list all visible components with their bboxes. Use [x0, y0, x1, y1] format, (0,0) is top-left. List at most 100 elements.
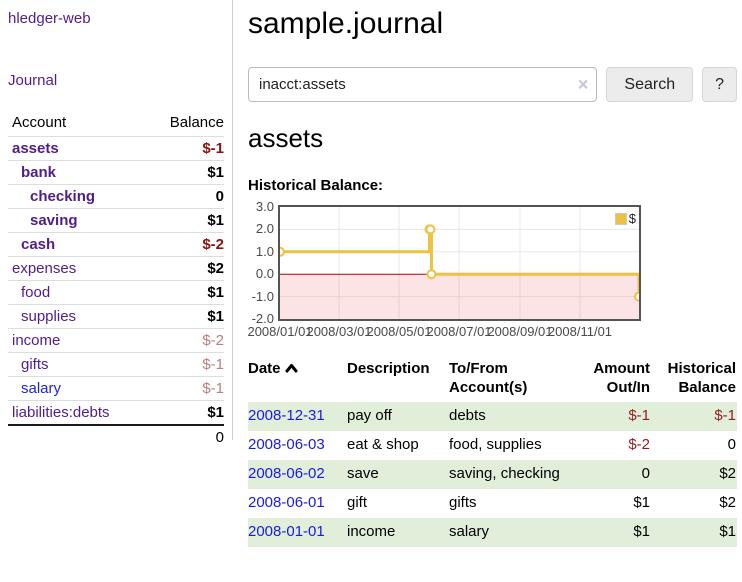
account-row: expenses $2	[8, 256, 224, 281]
sidebar-item-journal[interactable]: Journal	[8, 72, 58, 89]
transaction-balance: 0	[727, 436, 736, 453]
clear-search-icon[interactable]: ×	[577, 74, 589, 95]
transaction-date-link[interactable]: 2008-06-03	[248, 436, 325, 453]
account-link[interactable]: bank	[21, 164, 57, 181]
x-axis-tick-label: 2008/01/01	[247, 324, 313, 339]
accounts-header-row: Account Balance	[8, 110, 224, 137]
account-balance: $1	[158, 160, 224, 185]
account-link[interactable]: cash	[21, 236, 56, 253]
transaction-date-link[interactable]: 2008-06-02	[248, 465, 325, 482]
account-link[interactable]: checking	[30, 188, 96, 205]
account-link[interactable]: saving	[30, 212, 78, 229]
register-table: Date Description To/From Account(s) Amou…	[248, 357, 737, 547]
account-row: checking 0	[8, 184, 224, 209]
transaction-date-link[interactable]: 2008-12-31	[248, 407, 325, 424]
account-balance: $1	[158, 304, 224, 329]
register-row: 2008-06-03 eat & shop food, supplies $-2…	[248, 431, 737, 460]
account-row: saving $1	[8, 208, 224, 233]
transaction-amount: 0	[567, 460, 651, 489]
chart-canvas	[280, 207, 639, 319]
account-balance: $2	[158, 256, 224, 281]
register-row: 2008-12-31 pay off debts $-1 $-1	[248, 402, 737, 431]
accounts-header-account: Account	[12, 114, 67, 131]
register-header-amount: Amount Out/In	[593, 360, 650, 396]
transaction-description: save	[347, 460, 449, 489]
transaction-date-link[interactable]: 2008-01-01	[248, 523, 325, 540]
search-button[interactable]: Search	[606, 67, 694, 102]
accounts-table: Account Balance assets $-1 bank $1 check…	[8, 110, 224, 449]
historical-balance-chart: 3.0 2.0 1.0 0.0 -1.0 -2.0 $ 2008/01/01 2008/03…	[247, 200, 641, 340]
y-axis-tick-label: -2.0	[251, 311, 274, 326]
app-title-link[interactable]: hledger-web	[8, 10, 91, 27]
transaction-date-link[interactable]: 2008-06-01	[248, 494, 325, 511]
transaction-description: income	[347, 518, 449, 547]
help-button[interactable]: ?	[702, 67, 737, 102]
account-balance: $-2	[158, 232, 224, 257]
transaction-accounts: food, supplies	[449, 436, 542, 453]
chart-x-axis: 2008/01/01 2008/03/01 2008/05/01 2008/07/01…	[247, 321, 641, 340]
register-header-description: Description	[347, 360, 430, 377]
transaction-accounts: debts	[449, 402, 567, 431]
account-row: income $-2	[8, 328, 224, 353]
account-page-title: assets	[248, 123, 324, 153]
account-balance: $-1	[158, 376, 224, 401]
accounts-total-value: 0	[158, 424, 224, 449]
transaction-description: gift	[347, 494, 368, 511]
account-link[interactable]: supplies	[21, 308, 77, 325]
legend-swatch-icon	[614, 212, 627, 225]
transaction-balance: $1	[651, 518, 737, 547]
account-row: cash $-2	[8, 232, 224, 257]
account-balance: $-2	[158, 328, 224, 353]
y-axis-tick-label: 0.0	[255, 266, 274, 282]
transaction-amount: $-2	[628, 436, 650, 453]
x-axis-tick-label: 2008/07/01	[426, 324, 492, 339]
chart-legend: $	[614, 211, 636, 226]
account-balance: $1	[158, 280, 224, 305]
search-form: × Search ?	[248, 67, 737, 102]
transaction-balance: $2	[651, 460, 737, 489]
y-axis-tick-label: 1.0	[255, 243, 274, 259]
account-balance: 0	[158, 184, 224, 209]
account-row: gifts $-1	[8, 352, 224, 377]
account-link[interactable]: liabilities:debts	[12, 404, 110, 421]
account-link[interactable]: income	[12, 332, 61, 349]
transaction-amount: $1	[567, 518, 651, 547]
transaction-amount: $-1	[567, 402, 651, 431]
legend-label: $	[628, 211, 636, 226]
transaction-balance: $-1	[651, 402, 737, 431]
account-row: liabilities:debts $1	[8, 400, 224, 425]
sidebar: hledger-web Journal Account Balance asse…	[0, 0, 233, 449]
transaction-balance: $2	[719, 494, 736, 511]
account-link[interactable]: expenses	[12, 260, 77, 277]
account-link[interactable]: food	[21, 284, 51, 301]
account-link[interactable]: assets	[12, 140, 59, 157]
x-axis-tick-label: 2008/03/01	[306, 324, 372, 339]
accounts-header-balance: Balance	[169, 114, 224, 131]
sort-ascending-icon	[285, 364, 298, 373]
main-content: sample.journal × Search ? assets Histori…	[247, 0, 737, 547]
accounts-total-row: 0	[8, 424, 224, 449]
search-input[interactable]	[248, 67, 598, 102]
chart-plot-area: $	[278, 205, 641, 321]
transaction-description: pay off	[347, 402, 449, 431]
transaction-accounts: salary	[449, 518, 567, 547]
x-axis-tick-label: 2008/11/01	[547, 324, 613, 339]
transaction-amount: $1	[633, 494, 650, 511]
transaction-accounts: saving, checking	[449, 460, 567, 489]
page-title: sample.journal	[248, 7, 444, 40]
register-header-accounts: To/From Account(s)	[449, 360, 528, 396]
account-row: assets $-1	[8, 136, 224, 161]
account-row: salary $-1	[8, 376, 224, 401]
account-balance: $1	[158, 400, 224, 425]
account-link[interactable]: salary	[21, 380, 62, 397]
register-header-balance: Historical Balance	[667, 360, 736, 396]
x-axis-tick-label: 2008/05/01	[366, 324, 432, 339]
account-row: bank $1	[8, 160, 224, 185]
account-row: food $1	[8, 280, 224, 305]
x-axis-tick-label: 2008/09/01	[487, 324, 553, 339]
account-link[interactable]: gifts	[21, 356, 49, 373]
account-row: supplies $1	[8, 304, 224, 329]
register-row: 2008-06-02 save saving, checking 0 $2	[248, 460, 737, 489]
register-header-row: Date Description To/From Account(s) Amou…	[248, 357, 737, 402]
register-header-date[interactable]: Date	[248, 357, 347, 402]
